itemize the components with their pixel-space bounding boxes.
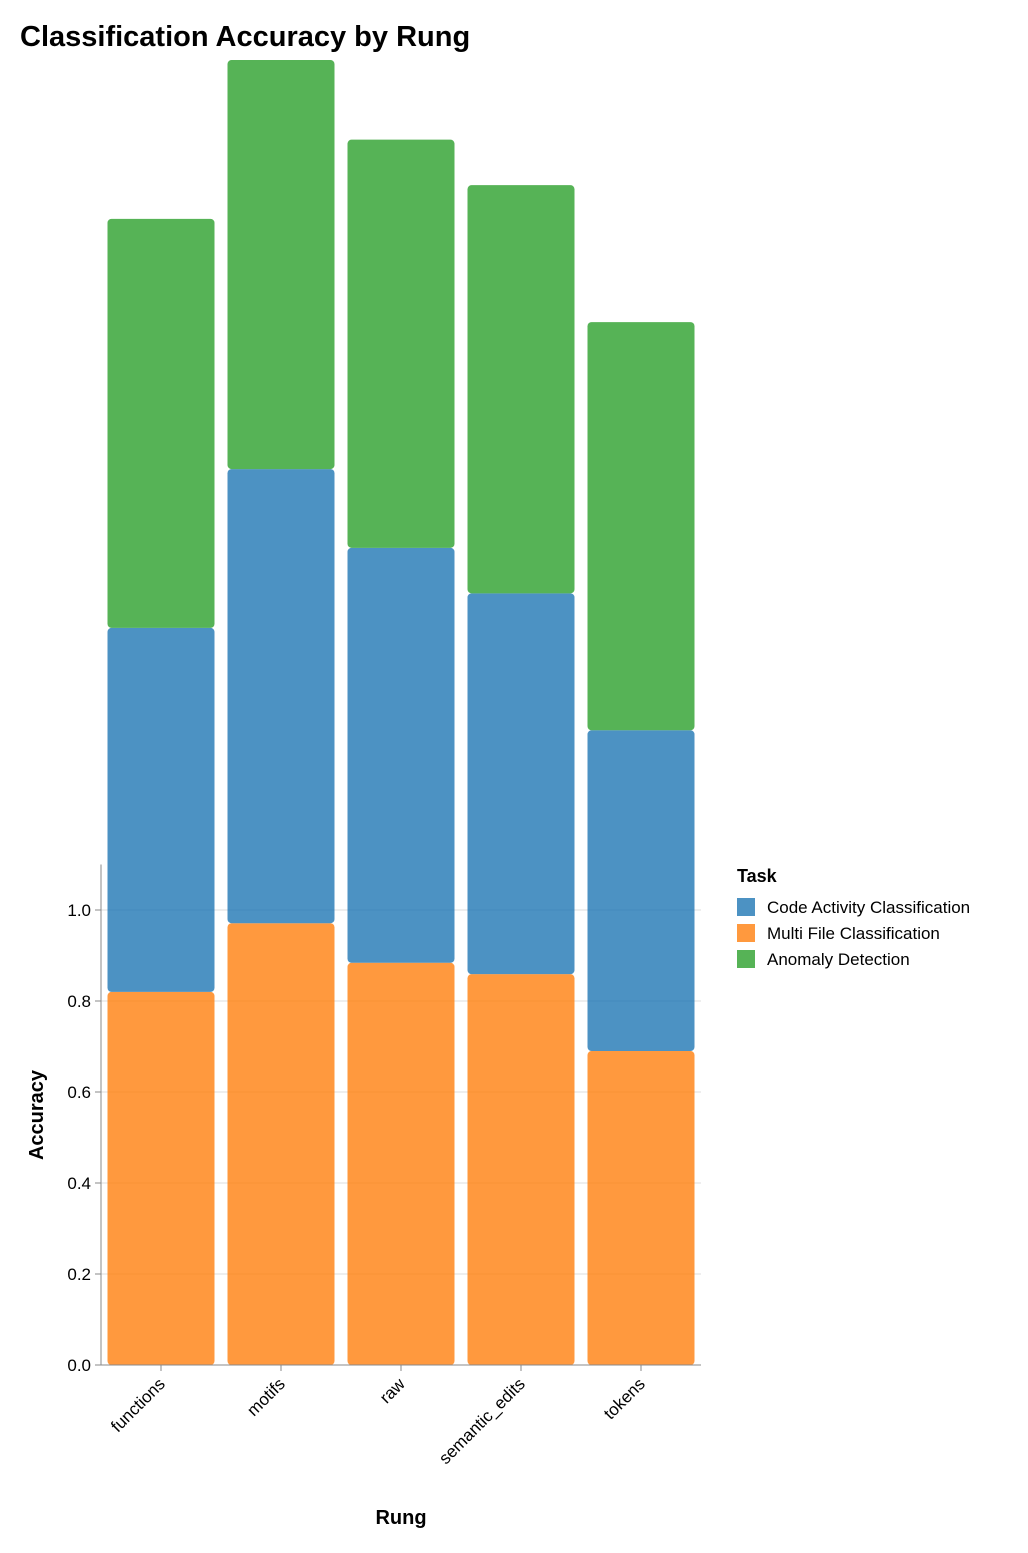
legend-label: Multi File Classification	[767, 924, 940, 943]
bar-semantic_edits-code-activity-classification	[467, 593, 575, 975]
legend-swatch	[737, 924, 755, 942]
legend-swatch	[737, 898, 755, 916]
y-tick-label: 1.0	[67, 901, 91, 920]
y-tick-label: 0.8	[67, 992, 91, 1011]
bar-motifs-code-activity-classification	[227, 469, 335, 924]
bar-tokens-anomaly-detection	[587, 322, 695, 731]
bar-raw-anomaly-detection	[347, 139, 455, 548]
y-tick-label: 0.0	[67, 1356, 91, 1375]
bar-motifs-multi-file-classification	[227, 923, 335, 1365]
y-axis-title: Accuracy	[26, 1069, 48, 1160]
bars	[107, 60, 695, 1365]
bar-semantic_edits-anomaly-detection	[467, 185, 575, 594]
x-tick-label: semantic_edits	[435, 1374, 529, 1468]
x-tick-label: motifs	[243, 1374, 288, 1419]
x-axis-title: Rung	[375, 1507, 426, 1529]
y-tick-label: 0.2	[67, 1265, 91, 1284]
legend-title: Task	[737, 866, 778, 886]
legend-label: Anomaly Detection	[767, 950, 910, 969]
chart-title: Classification Accuracy by Rung	[20, 21, 470, 53]
x-tick-label: functions	[107, 1374, 169, 1436]
bar-motifs-anomaly-detection	[227, 60, 335, 470]
bar-functions-anomaly-detection	[107, 218, 215, 628]
bar-semantic_edits-multi-file-classification	[467, 974, 575, 1365]
x-tick-label: tokens	[600, 1374, 649, 1423]
legend-swatch	[737, 950, 755, 968]
bar-functions-code-activity-classification	[107, 627, 215, 992]
bar-raw-multi-file-classification	[347, 962, 455, 1365]
y-tick-label: 0.6	[67, 1083, 91, 1102]
legend-label: Code Activity Classification	[767, 898, 970, 917]
legend: Task Code Activity Classification Multi F…	[737, 866, 970, 969]
x-tick-label: raw	[376, 1374, 409, 1407]
y-tick-label: 0.4	[67, 1174, 91, 1193]
bar-raw-code-activity-classification	[347, 547, 455, 963]
bar-tokens-code-activity-classification	[587, 730, 695, 1052]
bar-functions-multi-file-classification	[107, 991, 215, 1365]
bar-tokens-multi-file-classification	[587, 1051, 695, 1365]
